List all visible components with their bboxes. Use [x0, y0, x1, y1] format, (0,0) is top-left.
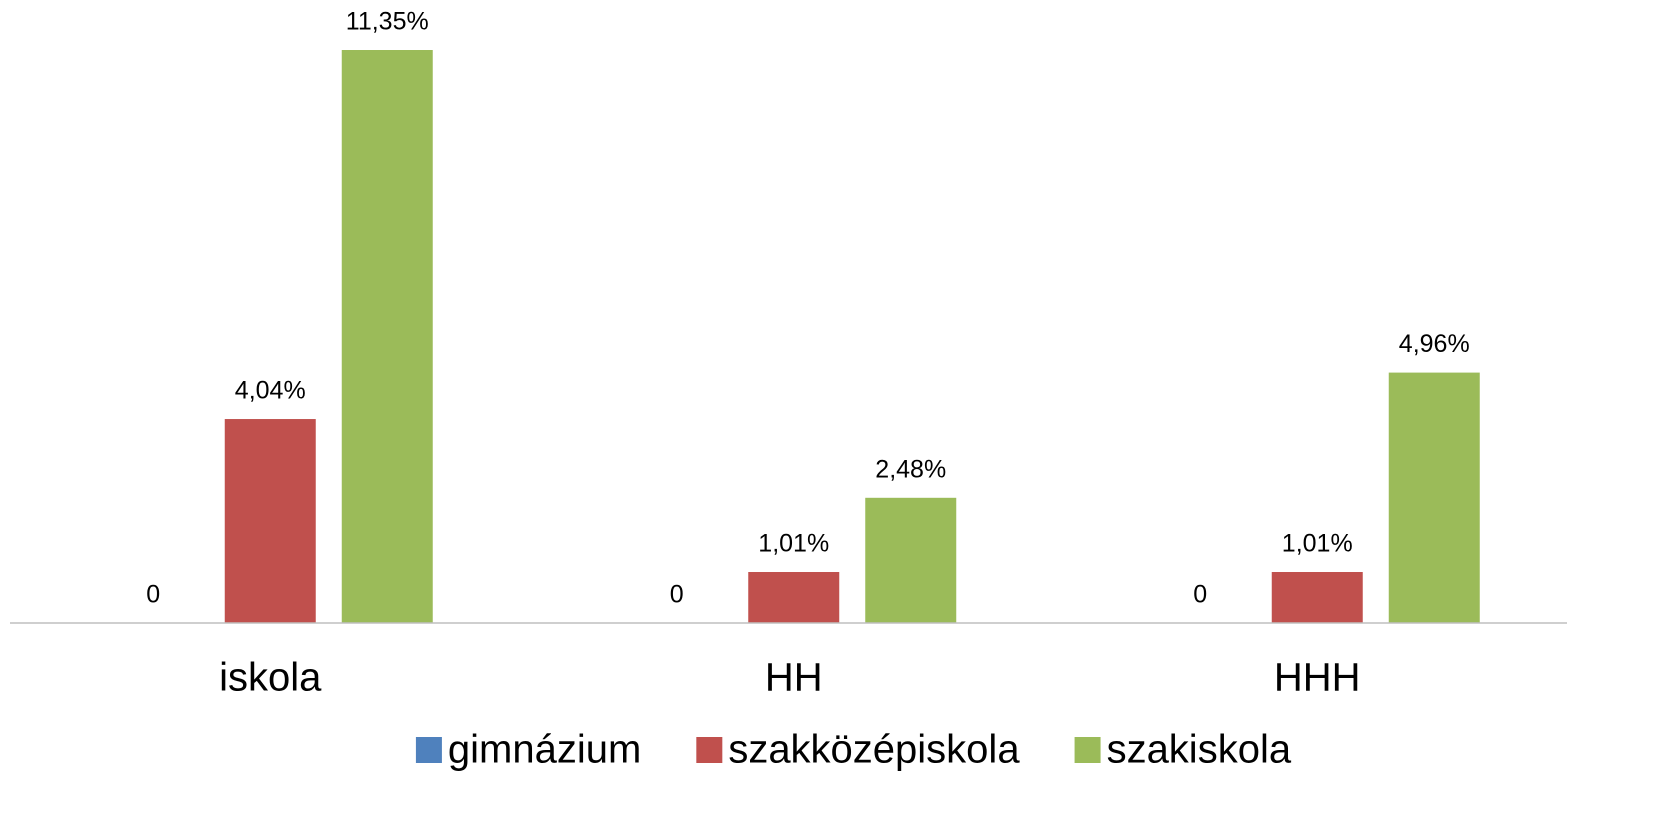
x-tick-label: HHH	[1274, 656, 1361, 700]
x-tick-label: HH	[765, 656, 823, 700]
legend-swatch	[696, 737, 723, 763]
value-label: 1,01%	[758, 530, 829, 558]
bar	[224, 419, 316, 623]
value-label: 11,35%	[346, 8, 429, 36]
value-label: 4,96%	[1399, 330, 1470, 358]
x-tick-label: iskola	[219, 656, 322, 700]
bar	[865, 497, 957, 623]
legend-swatch	[1074, 737, 1101, 763]
value-label: 0	[146, 581, 160, 609]
legend-swatch	[415, 737, 442, 763]
legend-label: szakközépiskola	[728, 728, 1020, 772]
value-label: 2,48%	[875, 455, 946, 483]
legend-label: szakiskola	[1107, 728, 1292, 772]
value-label: 4,04%	[235, 377, 306, 405]
value-label: 1,01%	[1282, 530, 1353, 558]
bar	[341, 50, 433, 623]
bar	[1388, 372, 1480, 623]
legend-label: gimnázium	[448, 728, 641, 772]
value-label: 0	[670, 581, 684, 609]
bar	[1271, 572, 1363, 623]
value-label: 0	[1193, 581, 1207, 609]
bar	[748, 572, 840, 623]
